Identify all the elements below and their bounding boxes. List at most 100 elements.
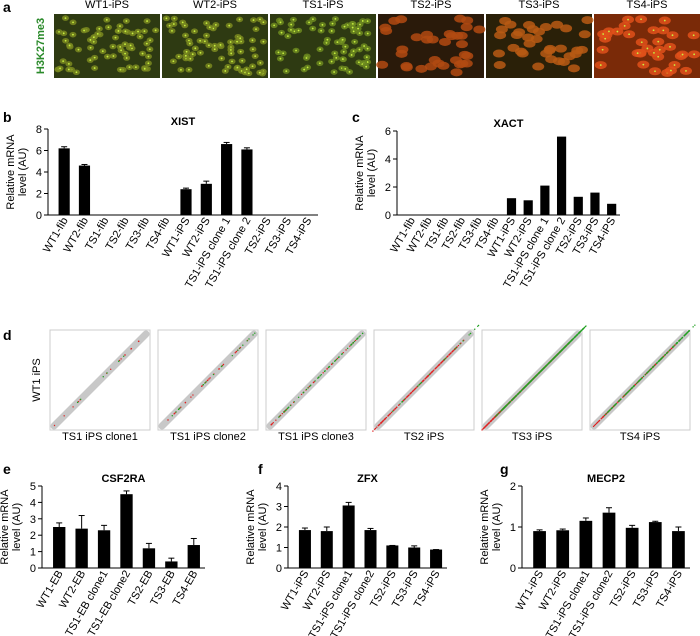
cell-focus bbox=[286, 35, 289, 37]
y-axis-title-line: level (AU) bbox=[257, 503, 269, 551]
cell-focus bbox=[290, 23, 293, 26]
scatter-dot bbox=[222, 363, 225, 366]
cell-focus bbox=[616, 30, 619, 33]
scatter-dot bbox=[399, 403, 401, 405]
cell-focus bbox=[599, 64, 602, 66]
cell bbox=[428, 56, 441, 65]
scatter-dot bbox=[275, 419, 277, 421]
cell-focus bbox=[239, 37, 242, 40]
scatter-dot bbox=[428, 374, 430, 376]
bar bbox=[298, 530, 311, 568]
scatter-dot bbox=[496, 414, 498, 416]
cell-focus bbox=[311, 27, 314, 30]
cell-focus bbox=[184, 54, 187, 57]
y-axis-title: Relative mRNAlevel (AU) bbox=[479, 489, 503, 565]
scatter-dot bbox=[345, 349, 347, 351]
cell-focus bbox=[359, 23, 361, 26]
cell-focus bbox=[119, 68, 122, 71]
y-tick-label: 2 bbox=[276, 522, 282, 534]
cell-focus bbox=[68, 44, 71, 47]
scatter-dot bbox=[390, 411, 393, 414]
scatter-dot bbox=[653, 364, 656, 367]
scatter-dot bbox=[286, 407, 289, 410]
scatter-dot bbox=[419, 382, 422, 385]
scatter-dot bbox=[561, 348, 564, 351]
scatter-dot bbox=[474, 328, 476, 330]
cell-focus bbox=[117, 30, 120, 32]
scatter-dot bbox=[595, 422, 598, 425]
cell-focus bbox=[343, 25, 346, 28]
cell-focus bbox=[341, 38, 344, 41]
cell-focus bbox=[673, 64, 676, 66]
y-axis-title-line: Relative mRNA bbox=[0, 489, 11, 565]
cell-focus bbox=[331, 22, 334, 25]
cell-focus bbox=[89, 46, 92, 49]
cell-focus bbox=[333, 52, 336, 55]
bar bbox=[165, 561, 178, 568]
scatter-dot bbox=[664, 353, 667, 356]
cell-focus bbox=[62, 32, 65, 35]
scatter-dot bbox=[192, 394, 194, 396]
scatter-dot bbox=[120, 358, 122, 360]
bar bbox=[573, 196, 583, 215]
scatter-dot bbox=[578, 332, 580, 334]
cell-focus bbox=[227, 65, 229, 68]
y-axis-title-line: Relative mRNA bbox=[245, 489, 257, 565]
scatter-dot bbox=[124, 354, 126, 356]
cell-focus bbox=[350, 54, 353, 56]
scatter-dot bbox=[254, 332, 256, 334]
cell-focus bbox=[184, 34, 187, 37]
cell-focus bbox=[254, 55, 257, 58]
scatter-dot bbox=[446, 356, 448, 358]
bar bbox=[556, 530, 570, 568]
cell-focus bbox=[188, 68, 190, 71]
scatter-dot bbox=[205, 381, 207, 383]
scatter-dot bbox=[174, 412, 176, 414]
cell-focus bbox=[292, 18, 295, 21]
cell-focus bbox=[262, 40, 265, 43]
scatter-dot bbox=[202, 384, 204, 386]
cell-focus bbox=[124, 30, 127, 33]
cell bbox=[410, 33, 423, 42]
scatter-dot bbox=[542, 367, 545, 370]
cell-focus bbox=[262, 21, 265, 24]
scatter-dot bbox=[190, 396, 192, 398]
scatter-dot bbox=[490, 420, 492, 422]
scatter-dot bbox=[536, 374, 538, 376]
scatter-dot bbox=[673, 345, 675, 347]
cell-focus bbox=[365, 65, 368, 68]
y-tick-label: 4 bbox=[385, 154, 391, 166]
cell-focus bbox=[199, 39, 202, 42]
scatter-dot bbox=[297, 396, 300, 399]
cell bbox=[563, 52, 576, 61]
cell-focus bbox=[657, 40, 660, 43]
bar bbox=[579, 520, 593, 568]
cell-focus bbox=[330, 60, 333, 63]
cell-focus bbox=[58, 31, 60, 33]
cell-focus bbox=[64, 39, 67, 42]
cell bbox=[539, 23, 552, 32]
bar bbox=[648, 522, 662, 568]
cell-focus bbox=[628, 33, 631, 36]
cell-focus bbox=[112, 45, 114, 48]
y-tick-label: 3 bbox=[276, 502, 282, 514]
scatter-dot bbox=[167, 419, 169, 421]
cell-focus bbox=[305, 57, 308, 59]
cell-focus bbox=[652, 29, 655, 32]
cell-focus bbox=[193, 30, 196, 33]
scatter-dot bbox=[279, 415, 281, 417]
y-label: H3K27me3 bbox=[35, 18, 47, 74]
cell-focus bbox=[604, 37, 607, 40]
panel-letter: f bbox=[258, 461, 263, 477]
cell bbox=[510, 30, 523, 39]
scatter-dot bbox=[568, 341, 571, 344]
cell-focus bbox=[205, 22, 208, 25]
bar bbox=[602, 512, 616, 568]
bar bbox=[180, 189, 192, 215]
scatter-dot bbox=[409, 393, 411, 395]
cell-focus bbox=[147, 62, 150, 65]
scatter-dot bbox=[448, 354, 450, 356]
y-axis-title-line: Relative mRNA bbox=[354, 135, 366, 211]
chart-title: MECP2 bbox=[587, 473, 625, 485]
scatter-dot bbox=[320, 374, 322, 376]
